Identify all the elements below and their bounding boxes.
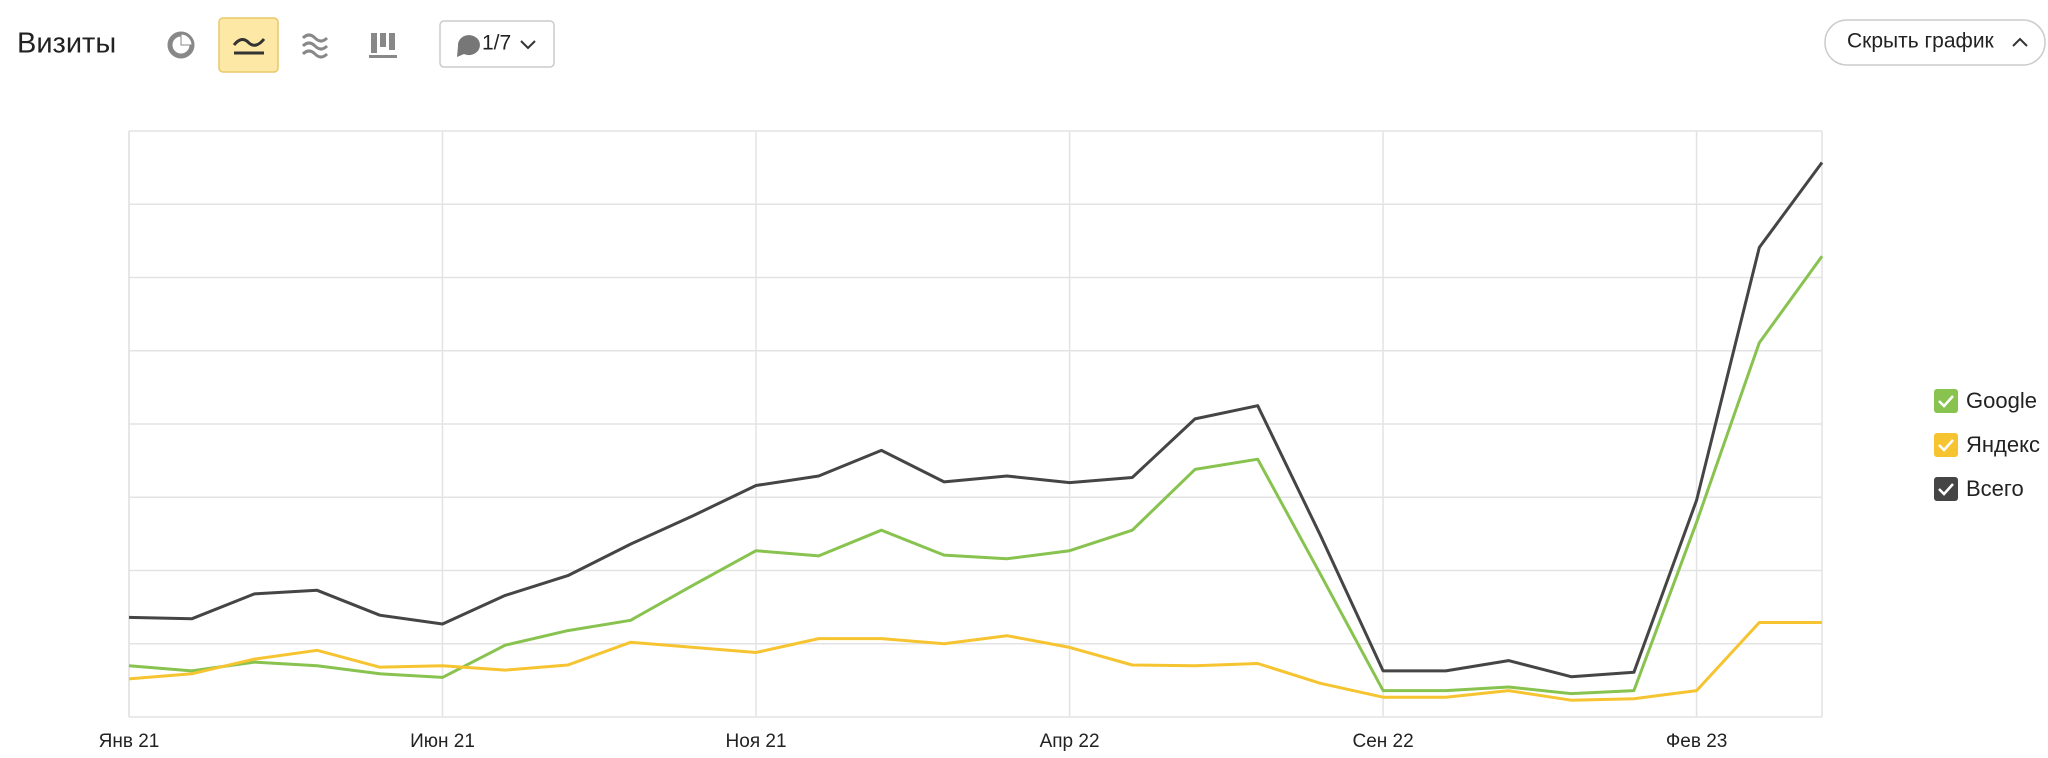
- series-line: [128, 621, 1822, 702]
- series-line: [128, 161, 1824, 679]
- legend-label: Яндекс: [1966, 432, 2040, 457]
- page-title: Визиты: [17, 28, 116, 60]
- x-tick-label: Фев 23: [1666, 731, 1728, 752]
- plot: Янв 21 Июн 21 Ноя 21 Апр 22 Сен 22 Фев 23: [99, 130, 1824, 752]
- series-line: [128, 255, 1824, 696]
- legend-checkbox[interactable]: [1934, 389, 1958, 413]
- legend-item[interactable]: Google: [1934, 388, 2037, 413]
- x-tick-label: Янв 21: [99, 731, 160, 752]
- legend-check: [1938, 439, 1954, 452]
- comments-dropdown[interactable]: 1/7: [439, 20, 555, 68]
- hide-chart-button[interactable]: Скрыть график: [1824, 19, 2046, 66]
- legend-item[interactable]: Всего: [1934, 476, 2024, 501]
- legend-check: [1938, 395, 1954, 408]
- legend: Google Яндекс Всего: [1934, 388, 2040, 501]
- bar-view-button[interactable]: [369, 33, 397, 58]
- x-tick-label: Ноя 21: [726, 731, 787, 752]
- area-view-button[interactable]: [301, 33, 329, 59]
- line-view-button[interactable]: [218, 17, 279, 73]
- legend-item[interactable]: Яндекс: [1934, 432, 2040, 457]
- x-tick-label: Апр 22: [1040, 731, 1100, 752]
- x-tick-label: Сен 22: [1352, 731, 1413, 752]
- legend-checkbox[interactable]: [1934, 433, 1958, 457]
- pie-view-button[interactable]: [167, 31, 195, 59]
- comments-count: 1/7: [482, 32, 511, 55]
- legend-check: [1938, 483, 1954, 496]
- legend-label: Google: [1966, 388, 2037, 413]
- legend-label: Всего: [1966, 476, 2024, 501]
- hide-chart-label: Скрыть график: [1847, 30, 1995, 53]
- x-tick-label: Июн 21: [410, 731, 475, 752]
- legend-checkbox[interactable]: [1934, 477, 1958, 501]
